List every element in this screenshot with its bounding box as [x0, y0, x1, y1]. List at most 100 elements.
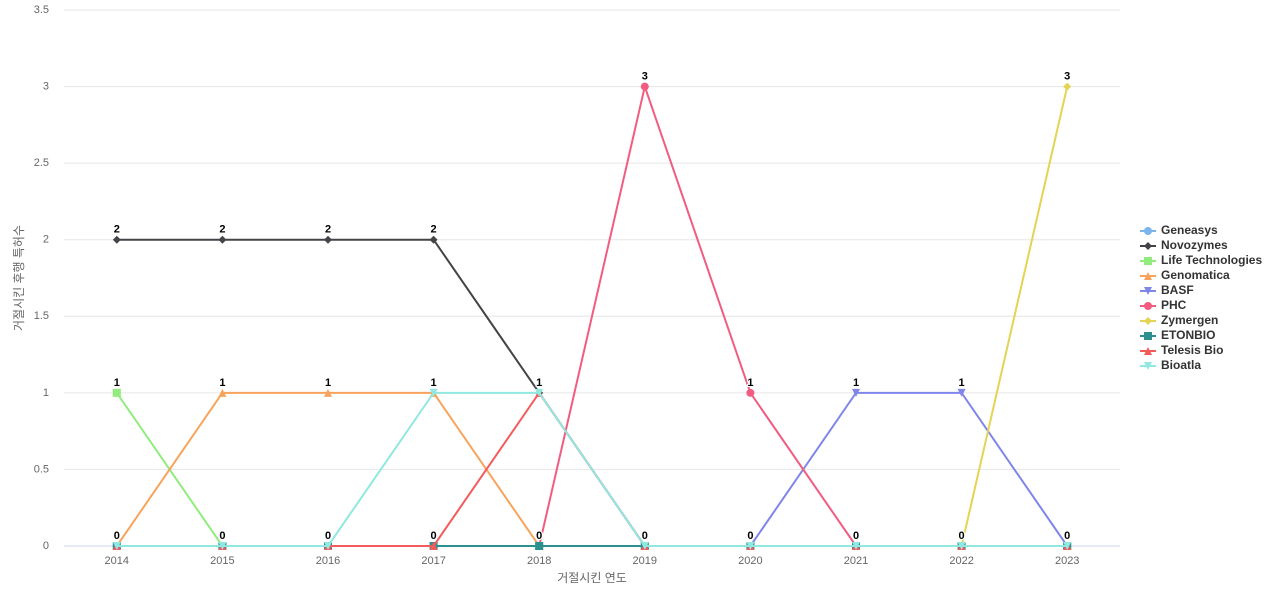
data-label: 0 [853, 530, 859, 542]
data-label: 0 [1064, 530, 1070, 542]
data-label: 0 [853, 530, 859, 542]
x-tick-label: 2021 [844, 555, 868, 567]
marker [1144, 242, 1152, 250]
data-label: 0 [853, 530, 859, 542]
data-label: 0 [431, 530, 437, 542]
marker [1063, 82, 1072, 91]
data-label: 2 [114, 224, 120, 236]
data-label: 2 [219, 224, 225, 236]
data-label: 0 [959, 530, 965, 542]
data-label: 0 [536, 530, 542, 542]
data-label: 1 [219, 377, 225, 389]
marker [324, 235, 332, 244]
legend-item[interactable]: Genomatica [1140, 268, 1230, 282]
legend-item[interactable]: Bioatla [1140, 358, 1201, 372]
y-tick-label: 3.5 [34, 4, 49, 16]
data-label: 0 [642, 530, 648, 542]
line [116, 391, 1068, 547]
marker [112, 235, 121, 244]
data-label: 0 [1064, 530, 1070, 542]
marker [1144, 227, 1152, 235]
legend-label: Life Technologies [1161, 253, 1262, 267]
data-label: 0 [325, 530, 331, 542]
data-label: 0 [114, 530, 120, 542]
marker [112, 388, 121, 397]
marker [324, 542, 332, 550]
legend-label: Genomatica [1161, 268, 1230, 282]
legend-item[interactable]: ETONBIO [1140, 328, 1215, 342]
data-label: 1 [747, 377, 753, 389]
legend-label: PHC [1161, 298, 1187, 312]
y-tick-label: 0.5 [34, 463, 49, 475]
marker [1144, 302, 1152, 310]
data-label: 0 [536, 530, 542, 542]
data-label: 0 [853, 530, 859, 542]
data-label: 0 [114, 530, 120, 542]
data-label: 0 [325, 530, 331, 542]
marker [535, 388, 544, 397]
data-label: 0 [642, 530, 648, 542]
data-label: 0 [325, 530, 331, 542]
data-label: 0 [959, 530, 965, 542]
data-label: 0 [642, 530, 648, 542]
legend-label: Bioatla [1161, 358, 1201, 372]
marker [218, 235, 227, 244]
x-tick-label: 2015 [210, 555, 234, 567]
marker [957, 388, 966, 397]
x-tick-label: 2018 [527, 555, 551, 567]
data-label: 0 [959, 530, 965, 542]
legend-item[interactable]: Telesis Bio [1140, 343, 1223, 357]
marker [429, 542, 438, 550]
data-label: 0 [1064, 530, 1070, 542]
data-label: 0 [747, 530, 753, 542]
legend-label: BASF [1161, 283, 1194, 297]
data-label: 0 [853, 530, 859, 542]
data-label: 0 [747, 530, 753, 542]
data-label: 0 [747, 530, 753, 542]
marker [218, 542, 227, 550]
data-label: 0 [642, 530, 648, 542]
legend-item[interactable]: Novozymes [1140, 238, 1228, 252]
data-label: 0 [431, 530, 437, 542]
legend-item[interactable]: Life Technologies [1140, 253, 1262, 267]
x-tick-label: 2017 [421, 555, 445, 567]
data-label: 0 [219, 530, 225, 542]
x-tick-label: 2020 [738, 555, 762, 567]
marker [852, 542, 860, 550]
marker [324, 388, 332, 397]
marker [112, 542, 121, 550]
data-label: 2 [325, 224, 331, 236]
data-label: 0 [114, 530, 120, 542]
data-label: 0 [431, 530, 437, 542]
data-label: 1 [431, 377, 437, 389]
marker [1144, 257, 1152, 265]
data-label: 0 [642, 530, 648, 542]
legend-item[interactable]: BASF [1140, 283, 1194, 297]
data-label: 0 [853, 530, 859, 542]
data-label: 0 [747, 530, 753, 542]
data-label: 0 [219, 530, 225, 542]
data-label: 0 [747, 530, 753, 542]
series [112, 388, 1072, 550]
data-label: 0 [114, 530, 120, 542]
data-label: 0 [325, 530, 331, 542]
data-label: 0 [536, 530, 542, 542]
data-label: 0 [431, 530, 437, 542]
legend-label: Geneasys [1161, 223, 1218, 237]
legend-label: Zymergen [1161, 313, 1218, 327]
data-label: 0 [959, 530, 965, 542]
data-label: 0 [325, 530, 331, 542]
data-label: 0 [431, 530, 437, 542]
marker [1144, 272, 1152, 280]
data-label: 3 [1064, 70, 1070, 82]
legend-item[interactable]: Geneasys [1140, 223, 1218, 237]
data-label: 0 [747, 530, 753, 542]
data-label: 0 [219, 530, 225, 542]
data-label: 3 [642, 70, 648, 82]
legend-item[interactable]: Zymergen [1140, 313, 1218, 327]
data-label: 0 [536, 530, 542, 542]
data-label: 0 [431, 530, 437, 542]
legend-item[interactable]: PHC [1140, 298, 1187, 312]
data-label: 2 [431, 224, 437, 236]
data-label: 0 [1064, 530, 1070, 542]
